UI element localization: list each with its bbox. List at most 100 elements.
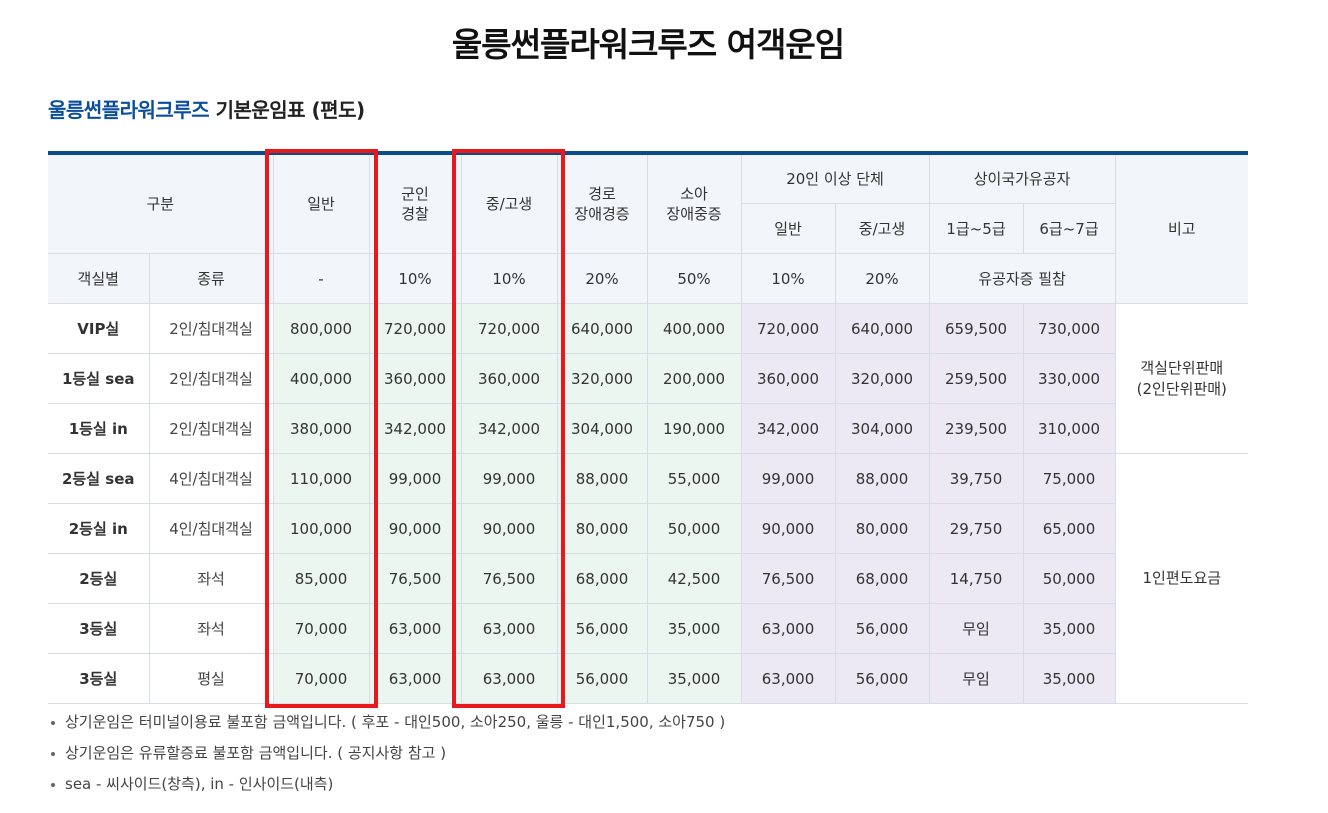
room-label: VIP실 <box>48 303 150 354</box>
room-kind: 2인/침대객실 <box>148 403 274 454</box>
fare-cell: 63,000 <box>368 603 462 654</box>
fare-cell: 730,000 <box>1022 303 1116 354</box>
room-kind: 2인/침대객실 <box>148 353 274 404</box>
discount-group-general: 10% <box>740 253 836 304</box>
fare-cell: 110,000 <box>272 453 370 504</box>
discount-general: - <box>272 253 370 304</box>
room-kind: 평실 <box>148 653 274 704</box>
fare-cell: 29,750 <box>928 503 1024 554</box>
table-row: 3등실 평실 70,000 63,000 63,000 56,000 35,000 63,00… <box>48 653 1248 704</box>
fare-cell: 304,000 <box>556 403 648 454</box>
fare-cell: 63,000 <box>368 653 462 704</box>
table-row: 2등실 in 4인/침대객실 100,000 90,000 90,000 80,000 50… <box>48 503 1248 554</box>
room-label: 3등실 <box>48 653 150 704</box>
header-note: 비고 <box>1114 152 1249 304</box>
fare-cell: 88,000 <box>834 453 930 504</box>
fare-cell: 55,000 <box>646 453 742 504</box>
table-row: 1등실 in 2인/침대객실 380,000 342,000 342,000 304,00… <box>48 403 1248 454</box>
fare-cell: 200,000 <box>646 353 742 404</box>
fare-cell: 100,000 <box>272 503 370 554</box>
fare-cell: 75,000 <box>1022 453 1116 504</box>
fare-cell: 320,000 <box>834 353 930 404</box>
fare-cell: 63,000 <box>460 603 558 654</box>
room-kind: 좌석 <box>148 603 274 654</box>
header-child-line1: 소아 <box>680 185 708 203</box>
fare-cell: 35,000 <box>646 603 742 654</box>
fare-cell: 76,500 <box>740 553 836 604</box>
fare-cell: 88,000 <box>556 453 648 504</box>
fare-cell: 14,750 <box>928 553 1024 604</box>
header-group-general: 일반 <box>741 203 836 254</box>
fare-cell: 640,000 <box>834 303 930 354</box>
fare-cell: 342,000 <box>368 403 462 454</box>
fare-cell: 65,000 <box>1022 503 1116 554</box>
notes-list: 상기운임은 터미널이용료 불포함 금액입니다. ( 후포 - 대인500, 소아… <box>48 709 725 802</box>
fare-cell: 85,000 <box>272 553 370 604</box>
fare-cell: 320,000 <box>556 353 648 404</box>
fare-cell: 76,500 <box>368 553 462 604</box>
table-row: VIP실 2인/침대객실 800,000 720,000 720,000 640,000 4… <box>48 303 1249 454</box>
fare-cell: 39,750 <box>928 453 1024 504</box>
fare-cell: 99,000 <box>368 453 462 504</box>
fare-cell: 800,000 <box>272 303 370 354</box>
fare-cell: 720,000 <box>460 303 558 354</box>
room-label: 2등실 sea <box>48 453 150 504</box>
discount-student: 10% <box>460 253 558 304</box>
section-title-text: 기본운임표 (편도) <box>209 98 366 122</box>
header-senior-line2: 장애경증 <box>574 205 630 223</box>
header-kind: 종류 <box>148 253 274 304</box>
fare-cell: 659,500 <box>928 303 1024 354</box>
discount-military: 10% <box>368 253 462 304</box>
section-title: 울릉썬플라워크루즈 기본운임표 (편도) <box>48 94 365 123</box>
fare-table-body: VIP실 2인/침대객실 800,000 720,000 720,000 640,000 4… <box>48 303 1249 704</box>
fare-cell: 56,000 <box>834 653 930 704</box>
fare-cell: 342,000 <box>460 403 558 454</box>
header-veteran-1-5: 1급~5급 <box>928 203 1024 254</box>
header-senior: 경로 장애경증 <box>556 152 648 254</box>
fare-cell: 90,000 <box>740 503 836 554</box>
fare-cell: 99,000 <box>460 453 558 504</box>
header-veteran-6-7: 6급~7급 <box>1022 203 1116 254</box>
fare-cell: 35,000 <box>1022 603 1116 654</box>
note-cabin-sale: 객실단위판매 (2인단위판매) <box>1114 303 1249 454</box>
header-room: 객실별 <box>48 253 150 304</box>
fare-cell: 239,500 <box>928 403 1024 454</box>
brand-name: 울릉썬플라워크루즈 <box>48 98 210 122</box>
fare-cell: 50,000 <box>1022 553 1116 604</box>
fare-cell: 720,000 <box>368 303 462 354</box>
note-item: sea - 씨사이드(창측), in - 인사이드(내측) <box>48 771 725 802</box>
fare-cell: 90,000 <box>460 503 558 554</box>
fare-table: 구분 일반 군인 경찰 중/고생 경로 장애경증 소아 장애중증 20인 이상 단체 … <box>48 151 1249 704</box>
fare-cell: 56,000 <box>556 653 648 704</box>
table-row: 3등실 좌석 70,000 63,000 63,000 56,000 35,000 63,00… <box>48 603 1248 654</box>
room-label: 3등실 <box>48 603 150 654</box>
fare-cell: 400,000 <box>646 303 742 354</box>
fare-cell: 무임 <box>928 603 1024 654</box>
fare-cell: 400,000 <box>272 353 370 404</box>
room-kind: 4인/침대객실 <box>148 453 274 504</box>
fare-cell: 80,000 <box>556 503 648 554</box>
header-gubun: 구분 <box>48 152 274 254</box>
fare-cell: 342,000 <box>740 403 836 454</box>
fare-cell: 99,000 <box>740 453 836 504</box>
fare-cell: 330,000 <box>1022 353 1116 404</box>
room-label: 1등실 sea <box>48 353 150 404</box>
fare-cell: 80,000 <box>834 503 930 554</box>
fare-cell: 50,000 <box>646 503 742 554</box>
fare-cell: 63,000 <box>740 603 836 654</box>
discount-child: 50% <box>646 253 742 304</box>
header-child-line2: 장애중증 <box>666 205 722 223</box>
fare-cell: 56,000 <box>834 603 930 654</box>
note-item: 상기운임은 유류할증료 불포함 금액입니다. ( 공지사항 참고 ) <box>48 740 725 771</box>
room-label: 1등실 in <box>48 403 150 454</box>
page-title: 울릉썬플라워크루즈 여객운임 <box>451 25 845 64</box>
room-label: 2등실 <box>48 553 150 604</box>
room-kind: 4인/침대객실 <box>148 503 274 554</box>
header-military: 군인 경찰 <box>368 152 462 254</box>
room-kind: 좌석 <box>148 553 274 604</box>
header-group: 20인 이상 단체 <box>740 152 930 204</box>
fare-cell: 310,000 <box>1022 403 1116 454</box>
header-group-student: 중/고생 <box>834 203 930 254</box>
fare-cell: 76,500 <box>460 553 558 604</box>
header-military-line2: 경찰 <box>401 205 429 223</box>
